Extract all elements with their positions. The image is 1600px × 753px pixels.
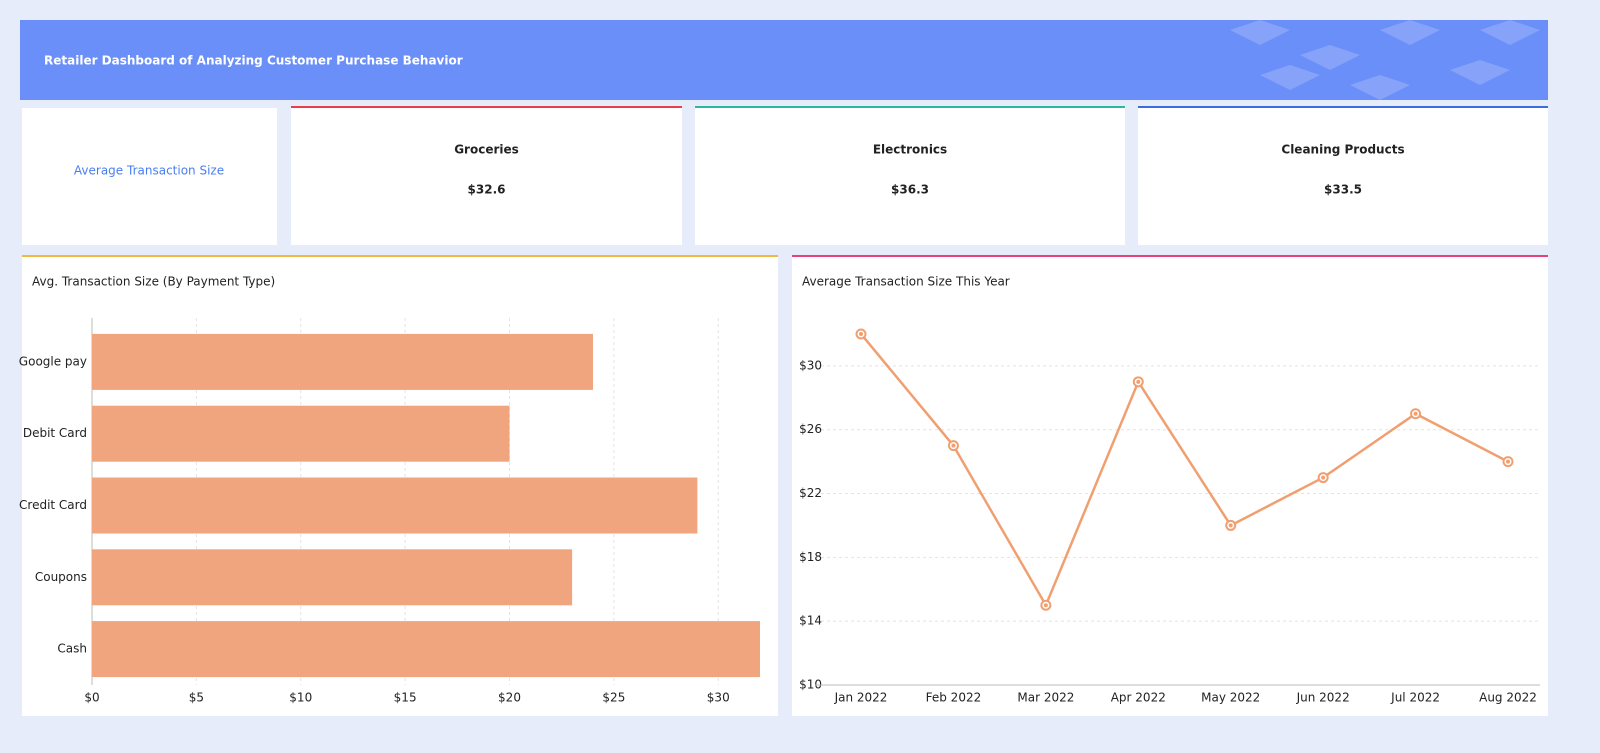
kpi-value: $36.3 xyxy=(891,183,929,197)
y-tick-label: $26 xyxy=(799,422,822,436)
y-tick-label: $14 xyxy=(799,614,822,628)
kpi-card xyxy=(291,108,682,245)
x-tick-label: Feb 2022 xyxy=(926,691,982,705)
panel-accent xyxy=(22,255,778,257)
x-tick-label: Mar 2022 xyxy=(1017,691,1074,705)
point-core xyxy=(859,331,863,336)
point-core xyxy=(1413,411,1418,416)
chart-panel xyxy=(792,257,1548,716)
kpi-accent xyxy=(291,106,682,108)
y-tick-label: $22 xyxy=(799,486,822,500)
header-pattern xyxy=(1230,20,1540,100)
y-tick-label: $18 xyxy=(799,550,822,564)
panel-accent xyxy=(792,255,1548,257)
x-tick-label: $25 xyxy=(602,691,625,705)
x-tick-label: $10 xyxy=(289,691,312,705)
chart-title: Avg. Transaction Size (By Payment Type) xyxy=(32,275,275,289)
bar xyxy=(92,549,573,606)
y-tick-label: Debit Card xyxy=(23,426,87,440)
x-tick-label: $20 xyxy=(498,691,521,705)
point-core xyxy=(1136,379,1141,384)
x-tick-label: Apr 2022 xyxy=(1111,691,1166,705)
x-tick-label: Aug 2022 xyxy=(1479,691,1537,705)
y-tick-label: Coupons xyxy=(35,570,87,584)
x-tick-label: May 2022 xyxy=(1201,691,1260,705)
point-core xyxy=(1043,603,1048,608)
x-tick-label: $30 xyxy=(707,691,730,705)
point-core xyxy=(951,443,956,448)
kpi-card xyxy=(695,108,1125,245)
header-band xyxy=(20,20,1548,100)
point-core xyxy=(1228,523,1233,528)
kpi-label: Cleaning Products xyxy=(1281,143,1404,157)
kpi-card xyxy=(1138,108,1548,245)
kpi-value: $33.5 xyxy=(1324,183,1362,197)
kpi-value: $32.6 xyxy=(468,183,506,197)
x-tick-label: Jun 2022 xyxy=(1296,691,1350,705)
x-tick-label: Jul 2022 xyxy=(1390,691,1440,705)
y-tick-label: Google pay xyxy=(19,354,87,368)
bar xyxy=(92,621,760,678)
bar xyxy=(92,333,593,390)
x-tick-label: $0 xyxy=(84,691,99,705)
y-tick-label: Cash xyxy=(57,642,87,656)
kpi-heading-card xyxy=(22,108,277,245)
kpi-label: Electronics xyxy=(873,143,947,157)
dashboard-title: Retailer Dashboard of Analyzing Customer… xyxy=(44,54,463,68)
point-core xyxy=(1321,475,1326,480)
y-tick-label: $30 xyxy=(799,358,822,372)
point-core xyxy=(1506,459,1511,464)
bar xyxy=(92,405,510,462)
chart-title: Average Transaction Size This Year xyxy=(802,275,1010,289)
kpi-accent xyxy=(695,106,1125,108)
kpi-heading: Average Transaction Size xyxy=(74,164,224,178)
kpi-label: Groceries xyxy=(454,143,519,157)
x-tick-label: Jan 2022 xyxy=(834,691,888,705)
y-tick-label: $10 xyxy=(799,678,822,692)
y-tick-label: Credit Card xyxy=(19,498,87,512)
x-tick-label: $15 xyxy=(394,691,417,705)
kpi-accent xyxy=(1138,106,1548,108)
bar xyxy=(92,477,698,534)
line xyxy=(860,333,1509,609)
x-tick-label: $5 xyxy=(189,691,204,705)
